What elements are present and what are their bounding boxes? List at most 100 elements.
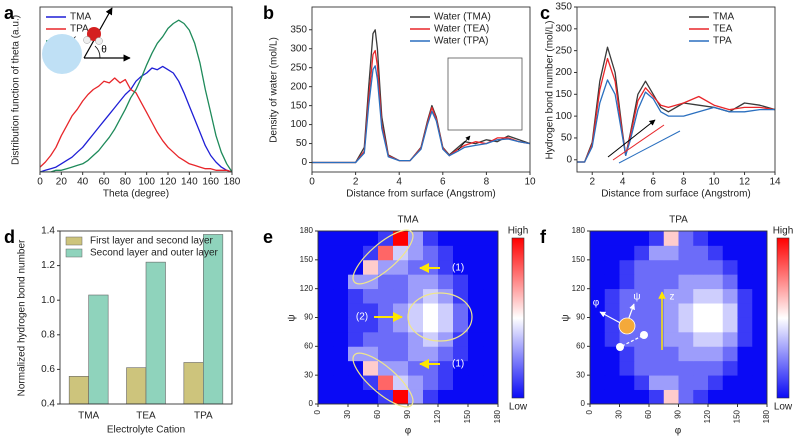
heatmap-cell: [693, 274, 709, 290]
y-tick-label: 120: [572, 284, 586, 293]
x-axis-label: Theta (degree): [103, 189, 169, 200]
heatmap-cell: [708, 317, 724, 333]
heatmap-cell: [693, 375, 709, 390]
heatmap-cell: [708, 360, 724, 376]
heatmap-cell: [708, 259, 724, 275]
panel-letter: f: [540, 227, 547, 247]
y-tick-label: 200: [290, 81, 307, 92]
x-tick-label: 6: [650, 177, 656, 188]
heatmap-cell: [678, 245, 694, 261]
heatmap-cell: [722, 303, 738, 318]
heatmap-cell: [393, 389, 409, 404]
heatmap-cell: [737, 259, 753, 275]
heatmap-cell: [678, 389, 694, 404]
y-tick-label: 300: [555, 23, 572, 34]
heatmap-cell: [619, 389, 635, 404]
heatmap-cell: [678, 274, 694, 290]
zoom-inset: [447, 57, 523, 131]
annotation: φ: [593, 298, 600, 309]
heatmap-cell: [663, 303, 679, 318]
x-tick-label: 0: [313, 409, 322, 414]
heatmap-cell: [333, 259, 349, 275]
y-tick-label: 200: [555, 67, 572, 78]
heatmap-cell: [318, 375, 334, 390]
heatmap-cell: [393, 274, 409, 290]
heatmap-cell: [634, 317, 650, 333]
bar: [88, 294, 109, 404]
heatmap-cell: [453, 259, 469, 275]
heatmap-cell: [468, 346, 484, 362]
annotation: (2): [356, 312, 368, 323]
heatmap-cell: [678, 375, 694, 390]
heatmap-cell: [604, 303, 620, 318]
heatmap-cell: [423, 231, 439, 246]
heatmap-cell: [378, 288, 394, 304]
heatmap-cell: [752, 389, 767, 404]
heatmap-cell: [693, 360, 709, 376]
heatmap-cell: [722, 231, 738, 246]
heatmap-cell: [752, 274, 767, 290]
heatmap-cell: [752, 288, 767, 304]
heatmap-cell: [423, 245, 439, 261]
heatmap-cell: [634, 303, 650, 318]
heatmap-cell: [348, 389, 364, 404]
heatmap-cell: [468, 245, 484, 261]
heatmap-cell: [752, 245, 767, 261]
heatmap-cell: [693, 288, 709, 304]
y-tick-label: 30: [576, 370, 585, 379]
heatmap-cell: [619, 288, 635, 304]
heatmap-cell: [634, 231, 650, 246]
y-tick-label: 0: [309, 399, 314, 408]
heatmap-cell: [590, 346, 606, 362]
x-tick-label: TMA: [78, 411, 99, 422]
heatmap-cell: [483, 288, 498, 304]
y-tick-label: 1.2: [41, 260, 55, 271]
heatmap-cell: [737, 303, 753, 318]
angle-arc: [94, 45, 101, 59]
y-tick-label: 150: [290, 100, 307, 111]
x-axis-label: Electrolyte Cation: [107, 425, 185, 436]
heatmap-cell: [634, 259, 650, 275]
heatmap-cell: [483, 303, 498, 318]
heatmap-cell: [453, 303, 469, 318]
colorbar-label: High: [773, 226, 794, 237]
bar: [68, 376, 89, 404]
heatmap-cell: [453, 288, 469, 304]
heatmap-cell: [363, 360, 379, 376]
x-tick-label: 120: [703, 409, 712, 423]
heatmap-cell: [333, 360, 349, 376]
heatmap-cell: [590, 288, 606, 304]
x-tick-label: 180: [762, 409, 771, 423]
heatmap-cell: [590, 259, 606, 275]
x-tick-label: 30: [615, 409, 624, 418]
y-tick-label: 0.8: [41, 329, 55, 340]
heatmap-cell: [438, 245, 454, 261]
molecule: [618, 317, 636, 335]
heatmap-cell: [408, 360, 424, 376]
heatmap-cell: [483, 245, 498, 261]
heatmap-cell: [348, 245, 364, 261]
heatmap-cell: [604, 360, 620, 376]
heatmap-cell: [604, 389, 620, 404]
heatmap-cell: [318, 360, 334, 376]
heatmap-cell: [453, 317, 469, 333]
y-axis-label: Density of water (mol/L): [269, 37, 280, 143]
heatmap-cell: [752, 375, 767, 390]
heatmap-cell: [649, 259, 665, 275]
annotation: z: [670, 292, 675, 303]
heatmap-cell: [423, 360, 439, 376]
heatmap-cell: [737, 274, 753, 290]
heatmap-cell: [453, 346, 469, 362]
plot-area: [590, 231, 767, 404]
line-series: [577, 57, 775, 163]
x-tick-label: TPA: [194, 411, 213, 422]
x-tick-label: 0: [585, 409, 594, 414]
heatmap-cell: [408, 331, 424, 347]
x-tick-label: 2: [353, 177, 359, 188]
y-tick-label: 180: [300, 226, 314, 235]
heatmap-cell: [708, 346, 724, 362]
heatmap-cell: [663, 375, 679, 390]
heatmap-cell: [453, 331, 469, 347]
dashed-link: [621, 335, 643, 347]
heatmap-cell: [678, 303, 694, 318]
